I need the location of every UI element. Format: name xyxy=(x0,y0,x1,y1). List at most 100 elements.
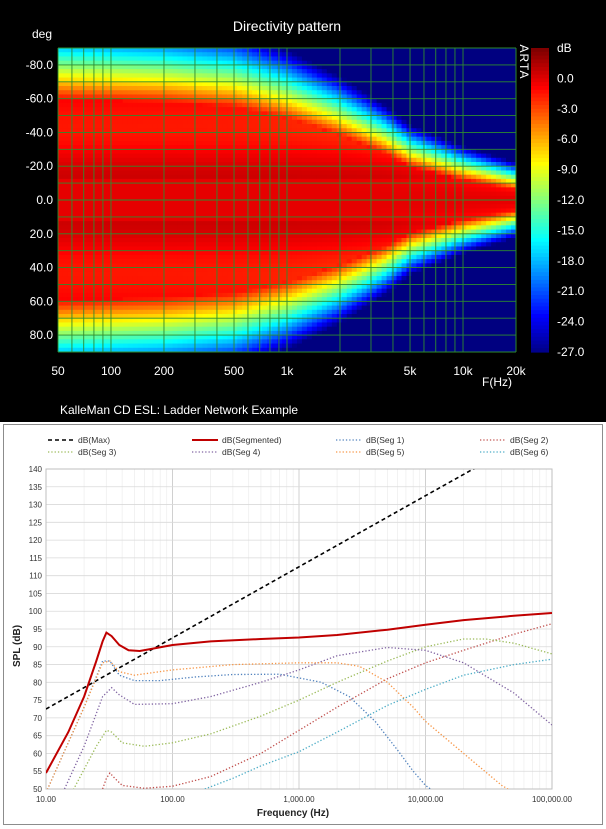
heatmap-cell xyxy=(162,77,169,83)
heatmap-cell xyxy=(287,149,293,155)
heatmap-cell xyxy=(331,107,338,112)
heatmap-cell xyxy=(287,288,293,294)
heatmap-cell xyxy=(277,77,283,83)
heatmap-cell xyxy=(67,305,74,311)
heatmap-cell xyxy=(132,314,139,319)
heatmap-cell xyxy=(217,178,223,184)
heatmap-cell xyxy=(142,233,149,239)
heatmap-cell xyxy=(306,267,313,273)
heatmap-cell xyxy=(172,166,179,172)
heatmap-cell xyxy=(306,73,313,79)
heatmap-cell xyxy=(137,242,144,248)
heatmap-cell xyxy=(371,216,378,222)
heatmap-cell xyxy=(132,132,139,138)
heatmap-cell xyxy=(87,318,94,324)
heatmap-cell xyxy=(291,347,298,352)
heatmap-cell xyxy=(242,347,248,352)
heatmap-cell xyxy=(152,162,159,167)
heatmap-cell xyxy=(82,216,89,222)
heatmap-cell xyxy=(132,318,139,324)
heatmap-cell xyxy=(207,233,213,239)
heatmap-cell xyxy=(222,195,228,201)
heatmap-cell xyxy=(77,288,84,294)
heatmap-cell xyxy=(207,250,213,256)
heatmap-cell xyxy=(142,200,149,205)
heatmap-cell xyxy=(242,254,248,260)
heatmap-cell xyxy=(187,94,194,100)
heatmap-cell xyxy=(351,339,358,345)
heatmap-cell xyxy=(87,242,94,248)
heatmap-cell xyxy=(87,259,94,264)
heatmap-cell xyxy=(291,309,298,315)
heatmap-cell xyxy=(152,292,159,298)
heatmap-cell xyxy=(321,128,328,134)
heatmap-cell xyxy=(386,204,393,210)
heatmap-cell xyxy=(157,98,164,104)
heatmap-cell xyxy=(157,119,164,125)
heatmap-cell xyxy=(212,216,218,222)
heatmap-cell xyxy=(237,292,243,298)
heatmap-cell xyxy=(87,280,94,286)
heatmap-cell xyxy=(242,204,248,210)
heatmap-cell xyxy=(381,73,388,79)
heatmap-cell xyxy=(157,94,164,100)
heatmap-cell xyxy=(127,280,134,286)
heatmap-cell xyxy=(162,136,169,142)
heatmap-cell xyxy=(346,195,353,201)
heatmap-cell xyxy=(272,238,278,243)
heatmap-cell xyxy=(351,81,358,87)
heatmap-cell xyxy=(287,187,293,193)
heatmap-cell xyxy=(311,86,318,91)
heatmap-cell xyxy=(376,102,383,108)
heatmap-cell xyxy=(117,314,124,319)
heatmap-cell xyxy=(62,297,69,302)
heatmap-cell xyxy=(82,195,89,201)
heatmap-cell xyxy=(376,64,383,70)
heatmap-cell xyxy=(62,229,69,235)
heatmap-cell xyxy=(217,216,223,222)
heatmap-cell xyxy=(366,212,373,218)
heatmap-cell xyxy=(366,98,373,104)
heatmap-cell xyxy=(142,204,149,210)
heatmap-cell xyxy=(247,140,253,146)
heatmap-cell xyxy=(92,81,99,87)
heatmap-cell xyxy=(272,178,278,184)
heatmap-cell xyxy=(326,305,333,311)
heatmap-cell xyxy=(321,221,328,226)
heatmap-cell xyxy=(92,322,99,328)
heatmap-cell xyxy=(112,250,119,256)
heatmap-cell xyxy=(371,339,378,345)
heatmap-cell xyxy=(361,90,368,96)
heatmap-cell xyxy=(87,246,94,252)
heatmap-cell xyxy=(346,254,353,260)
heatmap-cell xyxy=(187,330,194,336)
heatmap-cell xyxy=(277,157,283,163)
heatmap-cell xyxy=(301,94,308,100)
heatmap-cell xyxy=(301,271,308,277)
heatmap-cell xyxy=(217,208,223,214)
heatmap-cell xyxy=(272,233,278,239)
heatmap-cell xyxy=(72,229,79,235)
heatmap-cell xyxy=(77,81,84,87)
heatmap-cell xyxy=(252,330,258,336)
heatmap-cell xyxy=(262,280,268,286)
heatmap-cell xyxy=(127,259,134,264)
heatmap-cell xyxy=(237,242,243,248)
heatmap-cell xyxy=(102,162,109,167)
heatmap-cell xyxy=(177,292,184,298)
heatmap-cell xyxy=(277,52,283,58)
heatmap-cell xyxy=(237,81,243,87)
heatmap-cell xyxy=(371,128,378,134)
heatmap-cell xyxy=(202,102,208,108)
heatmap-cell xyxy=(287,56,293,62)
heatmap-cell xyxy=(232,339,238,345)
heatmap-cell xyxy=(311,98,318,104)
heatmap-cell xyxy=(172,107,179,112)
heatmap-cell xyxy=(127,238,134,243)
heatmap-cell xyxy=(361,81,368,87)
heatmap-cell xyxy=(306,339,313,345)
heatmap-cell xyxy=(287,271,293,277)
heatmap-cell xyxy=(321,77,328,83)
heatmap-cell xyxy=(247,212,253,218)
heatmap-cell xyxy=(396,140,403,146)
